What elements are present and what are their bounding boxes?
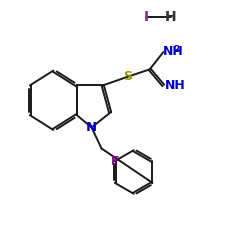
Text: H: H	[165, 10, 176, 24]
Text: F: F	[110, 154, 119, 168]
Text: N: N	[86, 121, 97, 134]
Text: S: S	[123, 70, 132, 83]
Text: I: I	[144, 10, 148, 24]
Text: NH: NH	[163, 45, 184, 58]
Text: NH: NH	[164, 79, 185, 92]
Text: 2: 2	[174, 45, 180, 54]
